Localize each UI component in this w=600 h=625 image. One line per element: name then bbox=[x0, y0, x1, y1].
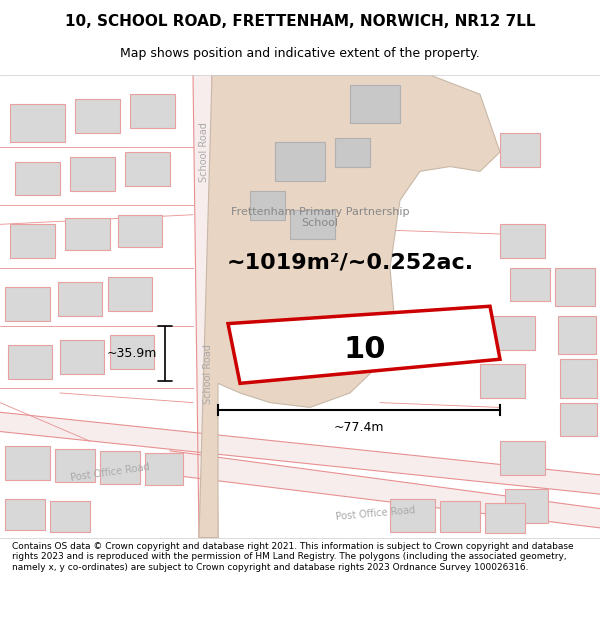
Polygon shape bbox=[10, 104, 65, 142]
Polygon shape bbox=[500, 224, 545, 258]
Text: ~35.9m: ~35.9m bbox=[107, 347, 157, 360]
Polygon shape bbox=[193, 75, 218, 538]
Polygon shape bbox=[505, 489, 548, 523]
Polygon shape bbox=[100, 451, 140, 484]
Text: Post Office Road: Post Office Road bbox=[70, 462, 150, 484]
Text: Frettenham Primary Partnership
School: Frettenham Primary Partnership School bbox=[231, 207, 409, 228]
Text: 10, SCHOOL ROAD, FRETTENHAM, NORWICH, NR12 7LL: 10, SCHOOL ROAD, FRETTENHAM, NORWICH, NR… bbox=[65, 14, 535, 29]
Text: School Road: School Road bbox=[203, 344, 213, 404]
Polygon shape bbox=[335, 138, 370, 166]
Text: 10: 10 bbox=[344, 335, 386, 364]
Polygon shape bbox=[110, 335, 154, 369]
Polygon shape bbox=[350, 84, 400, 123]
Polygon shape bbox=[390, 499, 435, 532]
Text: ~1019m²/~0.252ac.: ~1019m²/~0.252ac. bbox=[226, 253, 473, 273]
Polygon shape bbox=[118, 215, 162, 246]
Polygon shape bbox=[58, 282, 102, 316]
Polygon shape bbox=[125, 152, 170, 186]
Polygon shape bbox=[440, 501, 480, 532]
Polygon shape bbox=[5, 287, 50, 321]
Polygon shape bbox=[170, 451, 600, 528]
Polygon shape bbox=[555, 268, 595, 306]
Polygon shape bbox=[558, 316, 596, 354]
Polygon shape bbox=[50, 501, 90, 532]
Text: School Road: School Road bbox=[199, 122, 209, 182]
Polygon shape bbox=[55, 449, 95, 482]
Polygon shape bbox=[108, 278, 152, 311]
Polygon shape bbox=[290, 210, 335, 239]
Polygon shape bbox=[75, 99, 120, 132]
Polygon shape bbox=[485, 503, 525, 532]
Polygon shape bbox=[10, 224, 55, 258]
Text: Post Office Road: Post Office Road bbox=[335, 505, 415, 522]
Polygon shape bbox=[65, 217, 110, 251]
Text: Map shows position and indicative extent of the property.: Map shows position and indicative extent… bbox=[120, 48, 480, 61]
Polygon shape bbox=[510, 268, 550, 301]
Polygon shape bbox=[130, 94, 175, 128]
Polygon shape bbox=[250, 191, 285, 219]
Polygon shape bbox=[60, 340, 104, 374]
Polygon shape bbox=[5, 499, 45, 530]
Polygon shape bbox=[560, 359, 597, 398]
Polygon shape bbox=[0, 412, 600, 494]
Text: ~77.4m: ~77.4m bbox=[334, 421, 384, 434]
Text: Contains OS data © Crown copyright and database right 2021. This information is : Contains OS data © Crown copyright and d… bbox=[12, 542, 574, 572]
Polygon shape bbox=[480, 364, 525, 398]
Polygon shape bbox=[228, 306, 500, 383]
Polygon shape bbox=[15, 162, 60, 196]
Polygon shape bbox=[500, 441, 545, 475]
Polygon shape bbox=[145, 452, 183, 486]
Polygon shape bbox=[275, 142, 325, 181]
Polygon shape bbox=[560, 402, 597, 436]
Polygon shape bbox=[5, 446, 50, 480]
Polygon shape bbox=[199, 75, 500, 538]
Polygon shape bbox=[500, 132, 540, 166]
Polygon shape bbox=[8, 345, 52, 379]
Polygon shape bbox=[70, 157, 115, 191]
Polygon shape bbox=[490, 316, 535, 349]
